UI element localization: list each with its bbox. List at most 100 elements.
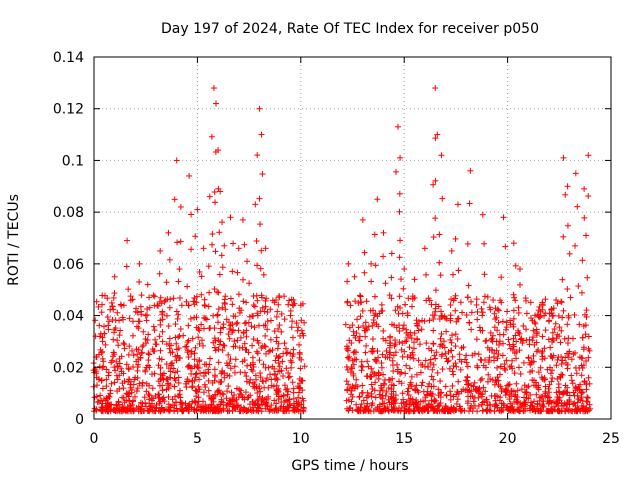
data-point xyxy=(408,335,415,342)
data-point xyxy=(237,369,244,376)
data-point xyxy=(396,208,403,215)
data-point xyxy=(558,299,565,306)
data-point xyxy=(437,343,444,350)
data-point xyxy=(92,317,99,324)
data-point xyxy=(432,85,439,92)
data-point xyxy=(533,391,540,398)
data-point xyxy=(578,372,585,379)
data-point xyxy=(444,358,451,365)
data-point xyxy=(262,399,269,406)
data-point xyxy=(136,260,143,267)
data-point xyxy=(91,394,98,401)
data-point xyxy=(495,351,502,358)
data-point xyxy=(371,356,378,363)
data-point xyxy=(516,364,523,371)
data-point xyxy=(432,287,439,294)
data-point xyxy=(466,200,473,207)
data-point xyxy=(493,314,500,321)
data-point xyxy=(211,325,218,332)
data-point xyxy=(510,341,517,348)
data-point xyxy=(432,407,439,414)
data-point xyxy=(541,355,548,362)
data-point xyxy=(281,340,288,347)
data-point xyxy=(214,311,221,318)
data-point xyxy=(155,407,162,414)
data-point xyxy=(285,404,292,411)
data-point xyxy=(230,240,237,247)
data-point xyxy=(198,407,205,414)
y-axis-label: ROTI / TECUs xyxy=(6,194,22,286)
data-point xyxy=(375,369,382,376)
data-point xyxy=(516,347,523,354)
data-point xyxy=(182,380,189,387)
data-point xyxy=(144,281,151,288)
data-point xyxy=(552,320,559,327)
data-point xyxy=(388,385,395,392)
data-point xyxy=(565,312,572,319)
data-point xyxy=(510,321,517,328)
data-point xyxy=(206,289,213,296)
data-point xyxy=(383,348,390,355)
data-point xyxy=(518,386,525,393)
data-point xyxy=(150,323,157,330)
data-point xyxy=(271,328,278,335)
data-point xyxy=(156,270,163,277)
data-point xyxy=(111,379,118,386)
data-point xyxy=(194,206,201,213)
data-point xyxy=(530,358,537,365)
data-point xyxy=(456,351,463,358)
data-point xyxy=(439,366,446,373)
data-point xyxy=(171,196,178,203)
data-point xyxy=(257,221,264,228)
data-point xyxy=(162,297,169,304)
data-point xyxy=(487,401,494,408)
data-point xyxy=(529,403,536,410)
data-point xyxy=(175,354,182,361)
data-point xyxy=(185,354,192,361)
data-point xyxy=(542,310,549,317)
data-point xyxy=(505,381,512,388)
data-point xyxy=(453,318,460,325)
data-point xyxy=(541,374,548,381)
data-point xyxy=(496,371,503,378)
data-point xyxy=(295,383,302,390)
data-point xyxy=(146,304,153,311)
data-point xyxy=(436,231,443,238)
data-point xyxy=(436,259,443,266)
data-point xyxy=(430,234,437,241)
data-point xyxy=(403,362,410,369)
data-point xyxy=(273,400,280,407)
data-point xyxy=(159,338,166,345)
data-point xyxy=(520,359,527,366)
data-point xyxy=(504,308,511,315)
data-point xyxy=(364,358,371,365)
data-point xyxy=(157,247,164,254)
data-point xyxy=(376,391,383,398)
data-point xyxy=(474,308,481,315)
data-point xyxy=(186,172,193,179)
data-point xyxy=(432,355,439,362)
data-point xyxy=(429,366,436,373)
data-point xyxy=(120,340,127,347)
data-point xyxy=(184,404,191,411)
data-point xyxy=(267,336,274,343)
data-point xyxy=(168,342,175,349)
data-point xyxy=(368,381,375,388)
data-point xyxy=(174,315,181,322)
data-point xyxy=(208,402,215,409)
data-point xyxy=(225,351,232,358)
data-point xyxy=(209,231,216,238)
data-point xyxy=(251,324,258,331)
data-point xyxy=(107,390,114,397)
data-point xyxy=(202,315,209,322)
data-point xyxy=(351,356,358,363)
data-point xyxy=(529,337,536,344)
data-point xyxy=(176,266,183,273)
data-point xyxy=(358,358,365,365)
data-point xyxy=(427,360,434,367)
data-point xyxy=(560,307,567,314)
data-point xyxy=(440,338,447,345)
data-point xyxy=(235,291,242,298)
data-point xyxy=(413,403,420,410)
data-point xyxy=(497,363,504,370)
